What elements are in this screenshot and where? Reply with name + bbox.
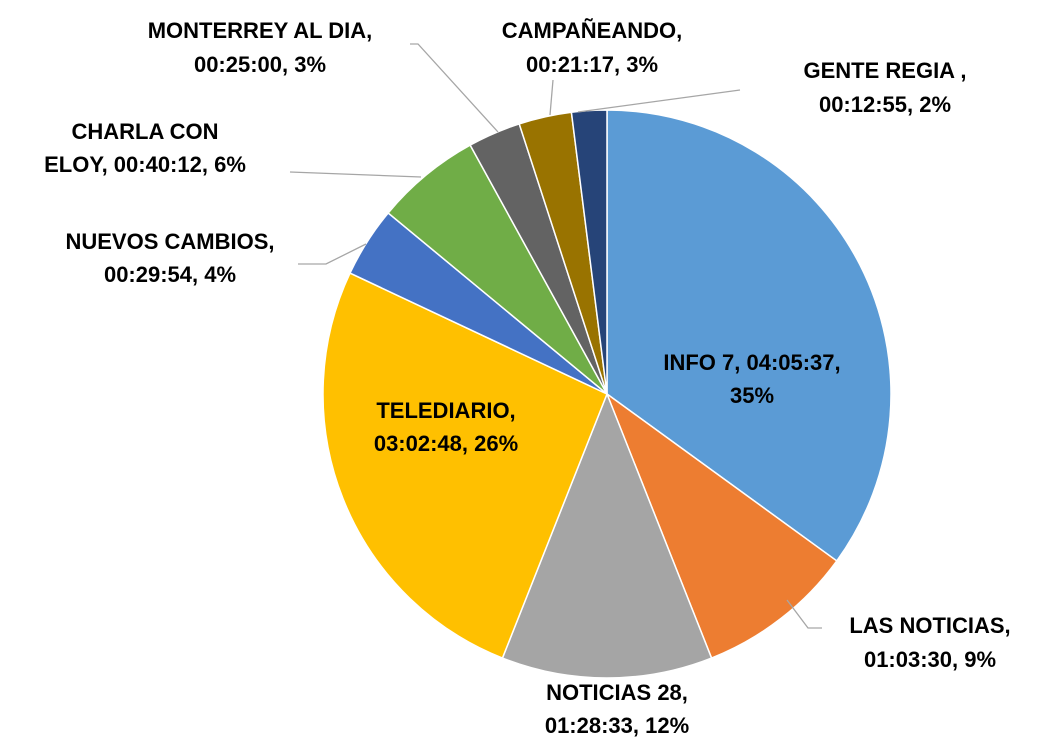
pie-slice: [605, 391, 838, 660]
leader-line: [289, 171, 422, 178]
data-label: ELOY, 00:40:12, 6%: [44, 152, 246, 177]
data-label: 01:28:33, 12%: [545, 713, 689, 738]
data-label: 35%: [730, 383, 774, 408]
data-label: 00:21:17, 3%: [526, 52, 658, 77]
pie-slice: [322, 272, 608, 660]
data-label: TELEDIARIO,: [376, 398, 515, 423]
leader-line: [577, 89, 741, 113]
data-label: 00:25:00, 3%: [194, 52, 326, 77]
data-label: INFO 7, 04:05:37,: [663, 350, 840, 375]
leader-line: [298, 243, 367, 265]
leader-line: [410, 43, 499, 133]
data-label: 00:12:55, 2%: [819, 92, 951, 117]
data-label: NOTICIAS 28,: [546, 680, 688, 705]
data-label: CAMPAÑEANDO,: [502, 18, 682, 43]
data-label: 03:02:48, 26%: [374, 431, 518, 456]
data-label: CHARLA CON: [71, 119, 218, 144]
leader-line: [549, 79, 554, 116]
leader-line: [786, 599, 822, 629]
pie-slice: [606, 109, 892, 562]
data-label: LAS NOTICIAS,: [849, 613, 1010, 638]
data-label: NUEVOS CAMBIOS,: [65, 229, 274, 254]
data-label: MONTERREY AL DIA,: [148, 18, 373, 43]
pie-slice: [501, 391, 713, 679]
data-label: 01:03:30, 9%: [864, 647, 996, 672]
data-label: GENTE REGIA ,: [804, 58, 967, 83]
data-label: 00:29:54, 4%: [104, 262, 236, 287]
